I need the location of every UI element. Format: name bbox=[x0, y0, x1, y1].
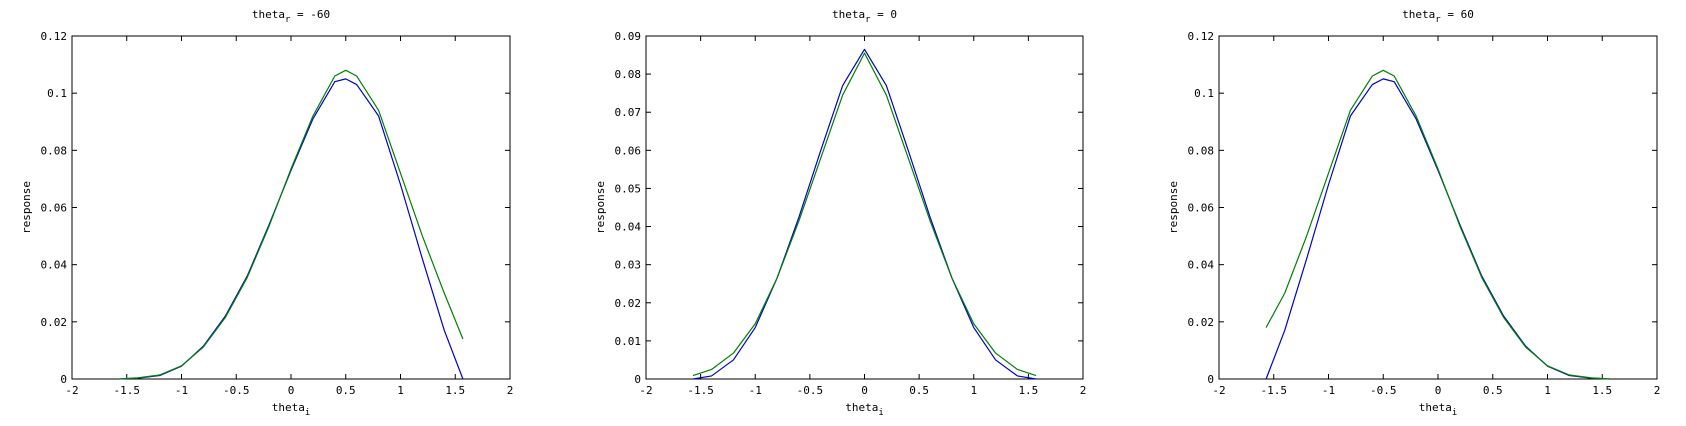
x-tick-label: 2 bbox=[1654, 384, 1661, 397]
title-subscript: r bbox=[1435, 15, 1441, 25]
y-tick-label: 0.08 bbox=[1188, 144, 1215, 157]
series-line-1 bbox=[119, 78, 464, 380]
x-tick-label: 1.5 bbox=[1592, 384, 1612, 397]
x-tick-label: 1 bbox=[1544, 384, 1551, 397]
y-tick-label: 0.06 bbox=[615, 144, 642, 157]
x-tick-label: 0.5 bbox=[1483, 384, 1503, 397]
y-tick-label: 0.06 bbox=[1188, 202, 1215, 215]
y-tick-label: 0.04 bbox=[41, 259, 68, 272]
series-line-2 bbox=[119, 69, 464, 380]
xlabel-subscript: i bbox=[305, 408, 310, 418]
y-axis-label: response bbox=[1167, 181, 1180, 234]
series-line-1 bbox=[692, 48, 1037, 380]
chart-panel-3: -2 -1.5 -1 -0.5 0 0.5 1 1.5 2 0 0.02 0.04 0.06 0.08 0.… bbox=[1167, 8, 1660, 418]
title-rest: = 60 bbox=[1441, 8, 1474, 21]
x-tick-label: -0.5 bbox=[223, 384, 250, 397]
series-line-2 bbox=[692, 52, 1037, 377]
x-tick-label: 2 bbox=[507, 384, 514, 397]
chart-title: thetar = 0 bbox=[832, 8, 897, 25]
series-line-1 bbox=[1265, 78, 1610, 380]
x-tick-label: 1 bbox=[397, 384, 404, 397]
axes-frame bbox=[71, 35, 511, 380]
y-tick-label: 0.12 bbox=[1188, 30, 1215, 43]
x-tick-label: -2 bbox=[639, 384, 652, 397]
x-tick-label: -1 bbox=[175, 384, 188, 397]
y-axis-label: response bbox=[20, 181, 33, 234]
y-tick-label: 0.04 bbox=[1188, 259, 1215, 272]
y-tick-label: 0 bbox=[60, 373, 67, 386]
y-tick-label: 0.06 bbox=[41, 202, 68, 215]
title-rest: = -60 bbox=[290, 8, 330, 21]
y-tick-label: 0.07 bbox=[615, 106, 642, 119]
y-tick-label: 0.02 bbox=[1188, 316, 1215, 329]
y-tick-label: 0 bbox=[634, 373, 641, 386]
title-base: theta bbox=[1402, 8, 1435, 21]
x-axis-label: thetai bbox=[845, 401, 884, 418]
x-tick-label: 1.5 bbox=[445, 384, 465, 397]
y-tick-label: 0.1 bbox=[1194, 87, 1214, 100]
x-tick-label: 0 bbox=[1435, 384, 1442, 397]
y-tick-label: 0 bbox=[1207, 373, 1214, 386]
x-tick-label: -1.5 bbox=[114, 384, 141, 397]
y-tick-label: 0.04 bbox=[615, 221, 642, 234]
chart-panel-2: -2 -1.5 -1 -0.5 0 0.5 1 1.5 2 0 0.01 0.02 0.03 0.04 0.… bbox=[594, 8, 1086, 418]
axes-frame bbox=[645, 35, 1084, 380]
xlabel-subscript: i bbox=[1452, 408, 1457, 418]
chart-title: thetar = 60 bbox=[1402, 8, 1474, 25]
x-tick-label: -0.5 bbox=[797, 384, 824, 397]
x-tick-label: -1 bbox=[749, 384, 762, 397]
series-line-2 bbox=[1265, 69, 1610, 380]
title-base: theta bbox=[832, 8, 865, 21]
chart-panel-1: -2 -1.5 -1 -0.5 0 0.5 1 1.5 2 0 0.02 0.04 0.06 0.08 0.… bbox=[20, 8, 513, 418]
title-subscript: r bbox=[285, 15, 291, 25]
x-tick-label: -1 bbox=[1322, 384, 1335, 397]
y-tick-label: 0.09 bbox=[615, 30, 642, 43]
xlabel-subscript: i bbox=[878, 408, 883, 418]
x-tick-label: -2 bbox=[1212, 384, 1225, 397]
xlabel-base: theta bbox=[272, 401, 305, 414]
y-tick-label: 0.03 bbox=[615, 259, 642, 272]
y-tick-label: 0.02 bbox=[615, 297, 642, 310]
x-tick-label: 0 bbox=[861, 384, 868, 397]
title-rest: = 0 bbox=[871, 8, 898, 21]
xlabel-base: theta bbox=[845, 401, 878, 414]
y-tick-label: 0.05 bbox=[615, 182, 642, 195]
x-tick-label: -1.5 bbox=[1261, 384, 1288, 397]
y-axis-label: response bbox=[594, 181, 607, 234]
y-tick-label: 0.08 bbox=[41, 144, 68, 157]
axes-frame bbox=[1218, 35, 1658, 380]
x-tick-label: 2 bbox=[1080, 384, 1087, 397]
x-tick-label: 0.5 bbox=[336, 384, 356, 397]
y-tick-label: 0.1 bbox=[47, 87, 67, 100]
x-tick-label: 0 bbox=[288, 384, 295, 397]
title-base: theta bbox=[252, 8, 285, 21]
x-tick-label: -2 bbox=[65, 384, 78, 397]
x-tick-label: 1 bbox=[970, 384, 977, 397]
x-tick-label: 1.5 bbox=[1018, 384, 1038, 397]
x-tick-label: -1.5 bbox=[687, 384, 714, 397]
title-subscript: r bbox=[865, 15, 871, 25]
y-tick-label: 0.12 bbox=[41, 30, 68, 43]
y-tick-label: 0.01 bbox=[615, 335, 642, 348]
y-tick-label: 0.02 bbox=[41, 316, 68, 329]
chart-title: thetar = -60 bbox=[252, 8, 330, 25]
xlabel-base: theta bbox=[1419, 401, 1452, 414]
x-axis-label: thetai bbox=[1419, 401, 1458, 418]
x-tick-label: -0.5 bbox=[1370, 384, 1397, 397]
x-axis-label: thetai bbox=[272, 401, 311, 418]
y-tick-label: 0.08 bbox=[615, 68, 642, 81]
x-tick-label: 0.5 bbox=[909, 384, 929, 397]
